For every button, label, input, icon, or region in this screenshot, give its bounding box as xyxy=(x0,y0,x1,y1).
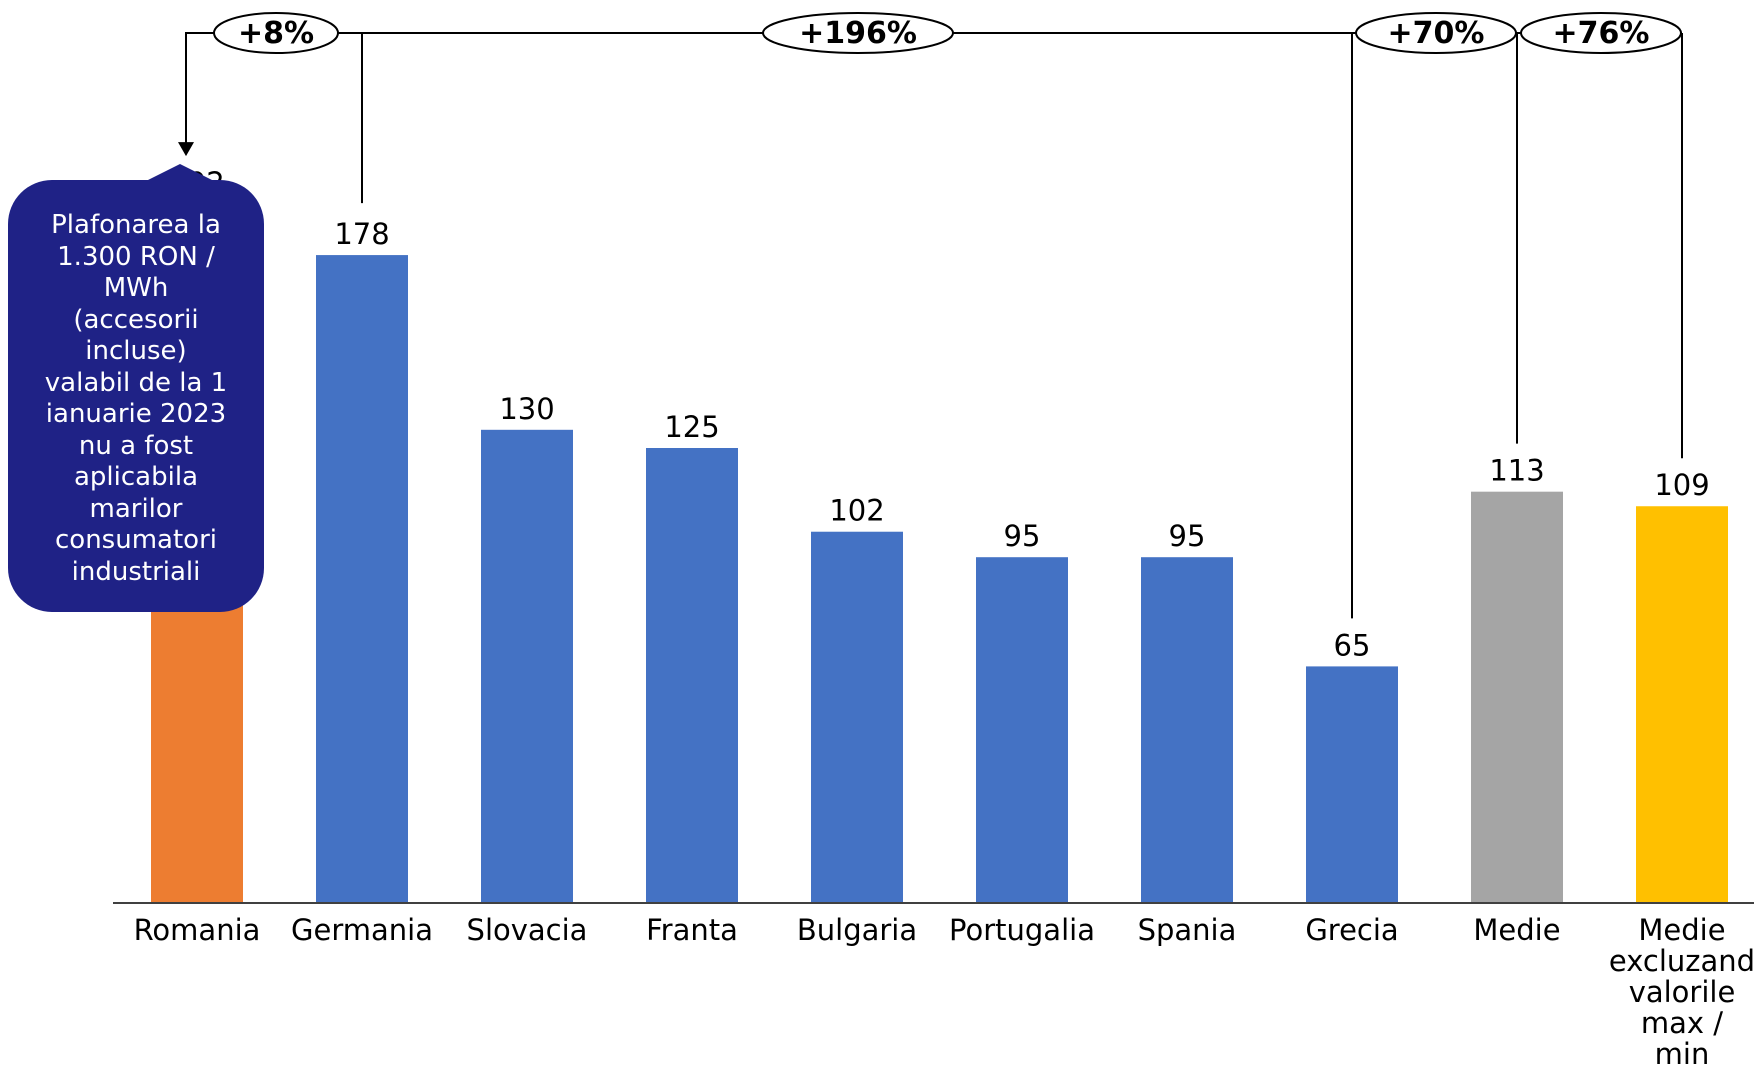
bar-medie xyxy=(1471,491,1563,903)
price-cap-callout: Plafonarea la 1.300 RON / MWh (accesorii… xyxy=(8,180,264,612)
pct-badge-3: +70% xyxy=(1355,12,1517,54)
bar-medie xyxy=(1636,506,1728,903)
category-label-germania: Germania xyxy=(291,913,433,947)
value-label-slovacia: 130 xyxy=(499,392,554,426)
pct-badge-oval xyxy=(213,12,339,54)
pct-badge-oval xyxy=(1520,12,1682,54)
bar-spania xyxy=(1141,557,1233,903)
pct-badge-label: +70% xyxy=(1388,16,1485,51)
pct-badge-label: +76% xyxy=(1553,16,1650,51)
pct-badge-label: +8% xyxy=(238,16,314,51)
percentage-badges: +8% +196% +70% +76% xyxy=(213,12,1682,54)
bar-germania xyxy=(316,255,408,903)
category-label-franta: Franta xyxy=(646,913,738,947)
category-label-slovacia: Slovacia xyxy=(467,913,588,947)
value-label-franta: 125 xyxy=(664,410,719,444)
pct-badge-oval xyxy=(762,12,954,54)
bar-portugalia xyxy=(976,557,1068,903)
pct-badge-1: +8% xyxy=(213,12,339,54)
arrowhead-icon xyxy=(178,142,194,157)
category-label-medie: Medie excluzand valorile max / min xyxy=(1609,913,1754,1071)
category-labels: Romania Germania Slovacia Franta Bulgaria Por… xyxy=(134,913,1754,1071)
bar-slovacia xyxy=(481,429,573,903)
value-label-grecia: 65 xyxy=(1334,628,1371,662)
pct-badge-2: +196% xyxy=(762,12,954,54)
pct-badge-4: +76% xyxy=(1520,12,1682,54)
callout-pointer xyxy=(140,164,220,184)
pct-badge-oval xyxy=(1355,12,1517,54)
value-label-germania: 178 xyxy=(334,217,389,251)
pct-badge-label: +196% xyxy=(799,16,917,51)
value-label-bulgaria: 102 xyxy=(829,494,884,528)
bar-grecia xyxy=(1306,666,1398,903)
value-label-medie: 113 xyxy=(1489,454,1544,488)
bar-bulgaria xyxy=(811,531,903,903)
category-label-medie: Medie xyxy=(1473,913,1560,947)
category-label-portugalia: Portugalia xyxy=(949,913,1095,947)
category-label-spania: Spania xyxy=(1138,913,1237,947)
category-label-bulgaria: Bulgaria xyxy=(797,913,917,947)
comparison-connectors xyxy=(178,32,1683,619)
category-label-grecia: Grecia xyxy=(1305,913,1398,947)
value-label-portugalia: 95 xyxy=(1004,519,1041,553)
bars xyxy=(151,204,1728,903)
category-label-romania: Romania xyxy=(134,913,261,947)
value-label-spania: 95 xyxy=(1169,519,1206,553)
value-label-medie: 109 xyxy=(1654,468,1709,502)
bar-franta xyxy=(646,448,738,903)
